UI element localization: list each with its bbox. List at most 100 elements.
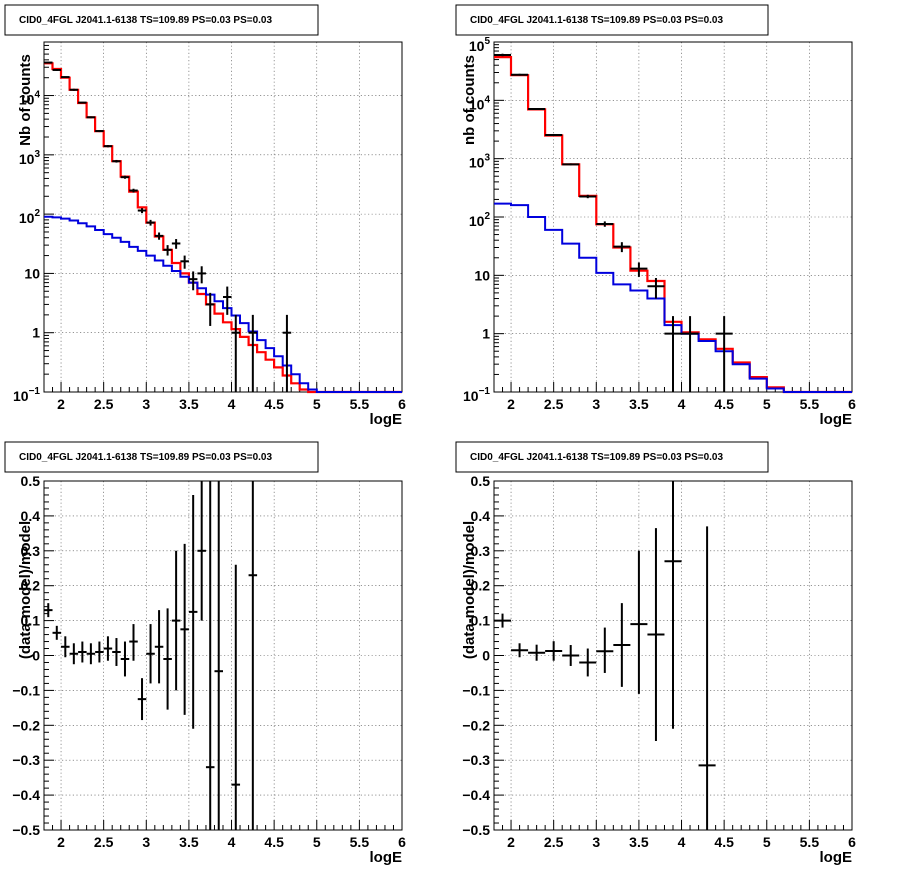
x-tick-label: 4 [228, 834, 236, 850]
x-tick-label: 6 [848, 396, 856, 412]
y-tick-label: 0 [482, 648, 490, 664]
x-tick-label: 2 [507, 834, 515, 850]
chart-title-box: CID0_4FGL J2041.1-6138 TS=109.89 PS=0.03… [4, 441, 319, 473]
y-tick-label: 10−1 [13, 386, 40, 404]
x-tick-label: 5 [763, 396, 771, 412]
panel-bottom-left: CID0_4FGL J2041.1-6138 TS=109.89 PS=0.03… [4, 441, 406, 866]
data-point [171, 239, 181, 249]
plot-frame [43, 480, 403, 831]
data-point [579, 648, 597, 677]
data-point [681, 316, 699, 392]
data-points [44, 61, 292, 392]
data-points [44, 481, 258, 830]
grid [44, 480, 403, 831]
y-axis-label: (data-model)/model [17, 521, 34, 659]
x-tick-label: 2 [57, 834, 65, 850]
y-tick-base: 10 [13, 388, 29, 404]
x-tick-label: 3 [592, 396, 600, 412]
y-tick-label: 0.4 [21, 508, 41, 524]
x-tick-label: 4.5 [714, 834, 734, 850]
x-tick-label: 3 [592, 834, 600, 850]
data-point [180, 543, 189, 715]
y-tick-label: 10 [474, 267, 490, 283]
data-point [171, 550, 181, 691]
chart-title-box: CID0_4FGL J2041.1-6138 TS=109.89 PS=0.03… [4, 4, 319, 36]
y-tick-base: 10 [469, 38, 485, 54]
data-point [120, 175, 130, 179]
chart-title-box: CID0_4FGL J2041.1-6138 TS=109.89 PS=0.03… [455, 441, 769, 473]
x-tick-label: 5 [763, 834, 771, 850]
chart-title-box: CID0_4FGL J2041.1-6138 TS=109.89 PS=0.03… [455, 4, 769, 36]
data-point [154, 232, 164, 240]
y-axis-label: Nb of counts [17, 54, 34, 146]
grid [44, 42, 403, 393]
data-point [95, 641, 104, 663]
data-point [248, 314, 258, 392]
y-tick-label: 105 [469, 36, 491, 54]
y-tick-label: 103 [469, 153, 491, 171]
x-tick-label: 2.5 [544, 834, 564, 850]
panel-top-left: CID0_4FGL J2041.1-6138 TS=109.89 PS=0.03… [4, 4, 406, 428]
data-point [494, 53, 512, 57]
data-point [647, 278, 665, 299]
data-point [146, 624, 155, 684]
y-axis-label: (data-model)/model [461, 521, 478, 659]
data-point [163, 608, 172, 710]
y-tick-base: 10 [469, 213, 485, 229]
x-tick-label: 5.5 [350, 396, 370, 412]
x-tick-label: 6 [848, 834, 856, 850]
data-point [61, 636, 70, 658]
y-tick-base: 10 [19, 92, 35, 108]
data-point [205, 481, 215, 830]
x-tick-label: 3 [142, 834, 150, 850]
x-tick-label: 3.5 [179, 396, 199, 412]
chart-title: CID0_4FGL J2041.1-6138 TS=109.89 PS=0.03… [470, 452, 723, 463]
y-tick-label: −0.3 [462, 752, 490, 768]
y-tick-label: 0.1 [471, 613, 491, 629]
title-frame [4, 4, 319, 36]
y-tick-exponent: 4 [34, 90, 40, 101]
data-point [129, 188, 138, 193]
data-point [248, 481, 258, 830]
y-tick-label: 102 [469, 211, 491, 229]
y-tick-exponent: 3 [34, 149, 40, 160]
y-tick-exponent: −1 [29, 386, 41, 397]
data-point [180, 255, 189, 269]
data-point [613, 242, 631, 253]
data-point [205, 292, 215, 326]
y-tick-label: −0.5 [462, 822, 490, 838]
x-axis-label: logE [370, 411, 403, 428]
x-tick-label: 3.5 [179, 834, 199, 850]
y-tick-label: 0 [32, 648, 40, 664]
title-frame [455, 441, 769, 473]
x-tick-label: 4.5 [264, 834, 284, 850]
y-tick-label: 102 [19, 208, 41, 226]
data-point [282, 314, 292, 392]
y-tick-label: 0.3 [471, 543, 491, 559]
data-point [188, 494, 198, 729]
y-tick-label: 0.5 [21, 473, 41, 489]
data-point [197, 481, 206, 621]
y-tick-label: 0.5 [471, 473, 491, 489]
model-source-step-line [494, 202, 852, 393]
data-point [120, 641, 130, 677]
chart-title: CID0_4FGL J2041.1-6138 TS=109.89 PS=0.03… [19, 15, 272, 26]
data-point [613, 603, 631, 687]
x-tick-label: 5.5 [800, 834, 820, 850]
y-tick-base: 10 [469, 155, 485, 171]
x-tick-label: 6 [398, 396, 406, 412]
y-tick-label: −0.2 [462, 717, 490, 733]
data-point [78, 101, 87, 104]
y-axis: −0.5 −0.4 −0.3 −0.2 −0.1 0 0.1 0.2 0.3 0.4 0.5 (dat… [12, 473, 54, 838]
y-tick-exponent: 4 [484, 94, 490, 105]
y-tick-base: 10 [463, 388, 479, 404]
x-tick-label: 2.5 [94, 834, 114, 850]
y-tick-label: 0.3 [21, 543, 41, 559]
data-point [44, 603, 53, 618]
data-point [163, 245, 172, 256]
